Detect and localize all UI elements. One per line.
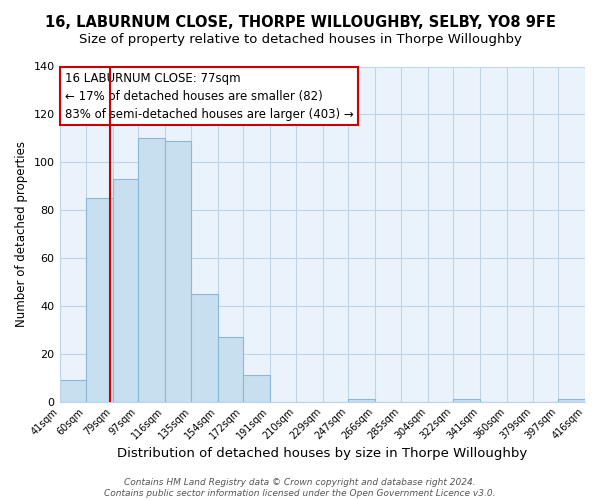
Bar: [243, 376, 270, 402]
Bar: [59, 380, 86, 402]
Bar: [218, 337, 243, 402]
Text: Size of property relative to detached houses in Thorpe Willoughby: Size of property relative to detached ho…: [79, 32, 521, 46]
Text: Contains HM Land Registry data © Crown copyright and database right 2024.
Contai: Contains HM Land Registry data © Crown c…: [104, 478, 496, 498]
Bar: [113, 179, 138, 402]
Bar: [559, 400, 585, 402]
X-axis label: Distribution of detached houses by size in Thorpe Willoughby: Distribution of detached houses by size …: [117, 447, 527, 460]
Bar: [138, 138, 164, 402]
Y-axis label: Number of detached properties: Number of detached properties: [15, 141, 28, 327]
Bar: [453, 400, 480, 402]
Bar: [191, 294, 218, 402]
Text: 16, LABURNUM CLOSE, THORPE WILLOUGHBY, SELBY, YO8 9FE: 16, LABURNUM CLOSE, THORPE WILLOUGHBY, S…: [44, 15, 556, 30]
Bar: [164, 140, 191, 402]
Text: 16 LABURNUM CLOSE: 77sqm
← 17% of detached houses are smaller (82)
83% of semi-d: 16 LABURNUM CLOSE: 77sqm ← 17% of detach…: [65, 72, 353, 120]
Bar: [348, 400, 375, 402]
Bar: [86, 198, 113, 402]
